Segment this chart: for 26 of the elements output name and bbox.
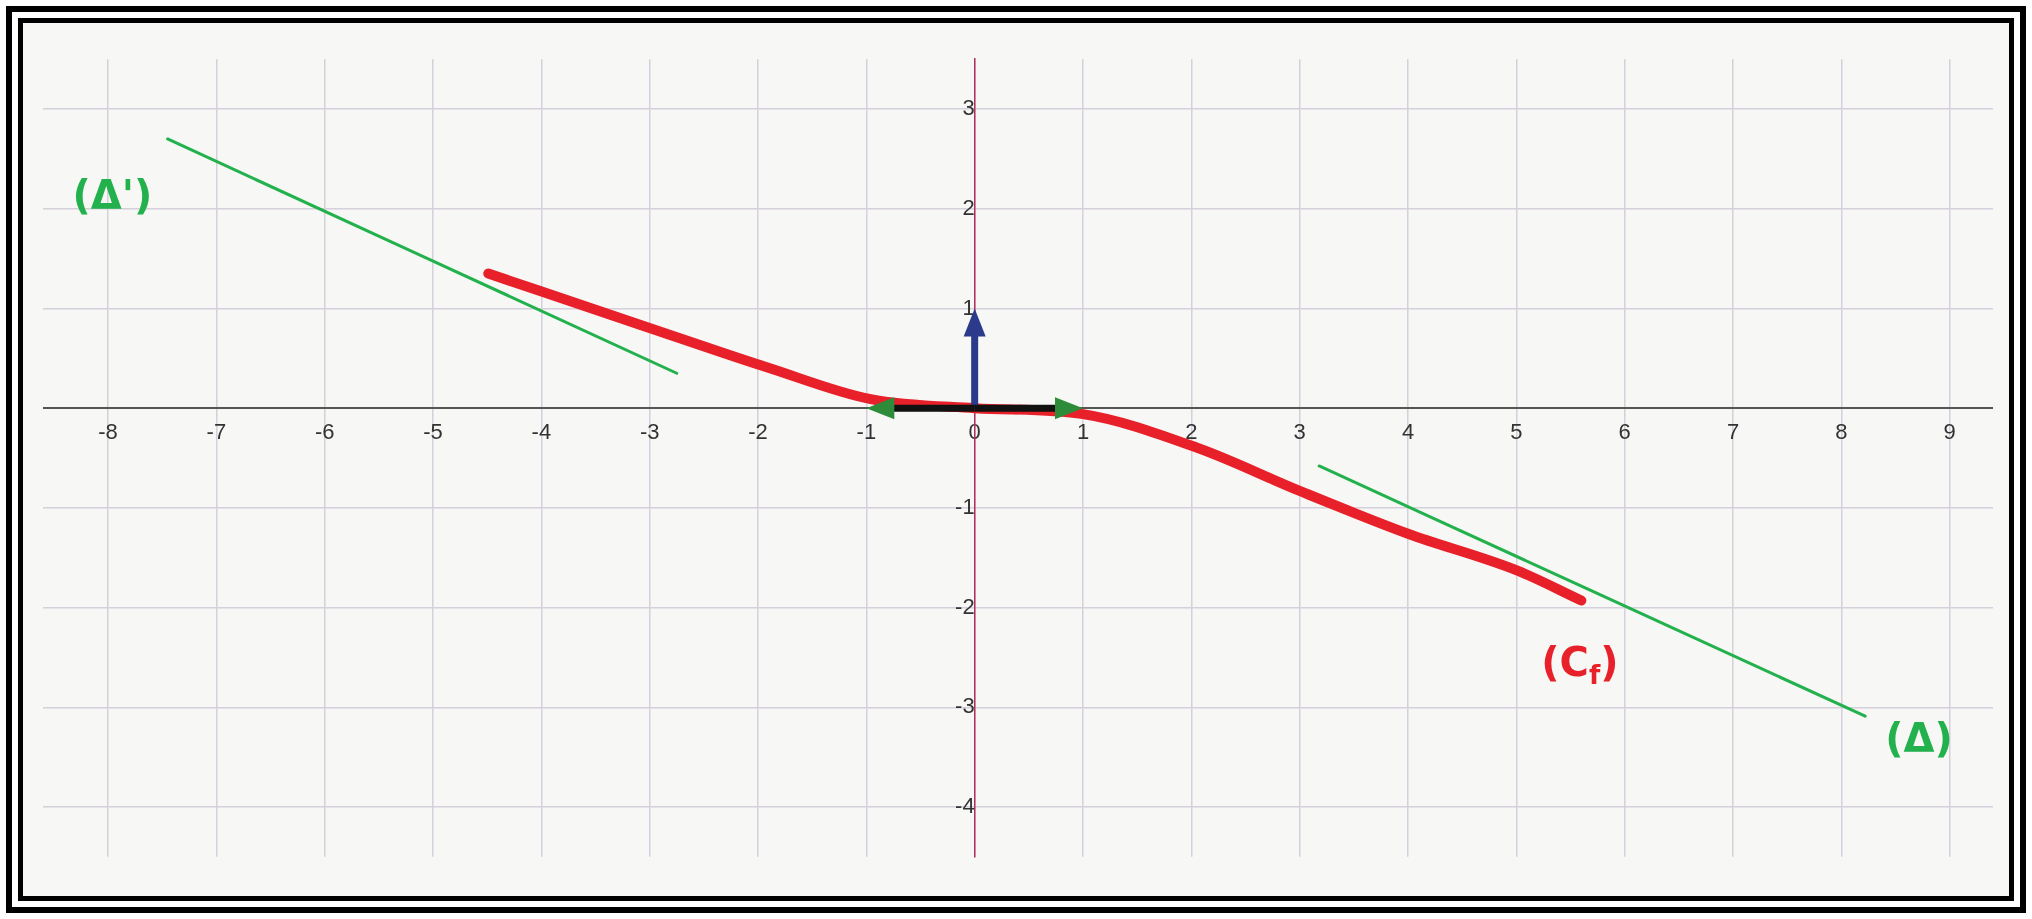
series-label: (Δ)	[1885, 714, 1953, 761]
x-tick-label: -8	[98, 419, 118, 445]
x-tick-label: 7	[1726, 419, 1740, 445]
y-tick-label: -4	[955, 793, 975, 819]
x-tick-label: 2	[1185, 419, 1198, 445]
series-label: (Δ')	[72, 172, 153, 219]
x-tick-label: 3	[1293, 419, 1306, 445]
x-tick-label: -2	[748, 419, 768, 445]
x-tick-label: -4	[531, 419, 552, 445]
x-tick-label: 4	[1401, 419, 1415, 445]
y-tick-label: -2	[955, 593, 975, 619]
x-tick-label: 8	[1835, 419, 1848, 445]
y-tick-label: 2	[962, 194, 975, 220]
x-tick-label: -7	[206, 419, 227, 445]
x-tick-label: -1	[856, 419, 877, 445]
x-tick-label: 1	[1076, 419, 1090, 445]
x-tick-label: 9	[1943, 419, 1956, 445]
y-tick-label: 1	[962, 294, 975, 320]
x-tick-label: 5	[1510, 419, 1523, 445]
x-tick-label: -6	[314, 419, 335, 445]
y-tick-label: -1	[955, 493, 975, 519]
y-tick-label: 3	[962, 95, 975, 121]
y-tick-label: -3	[955, 693, 975, 719]
x-tick-label: -5	[423, 419, 443, 445]
x-tick-label: 6	[1618, 419, 1631, 445]
x-tick-label: -3	[639, 419, 660, 445]
